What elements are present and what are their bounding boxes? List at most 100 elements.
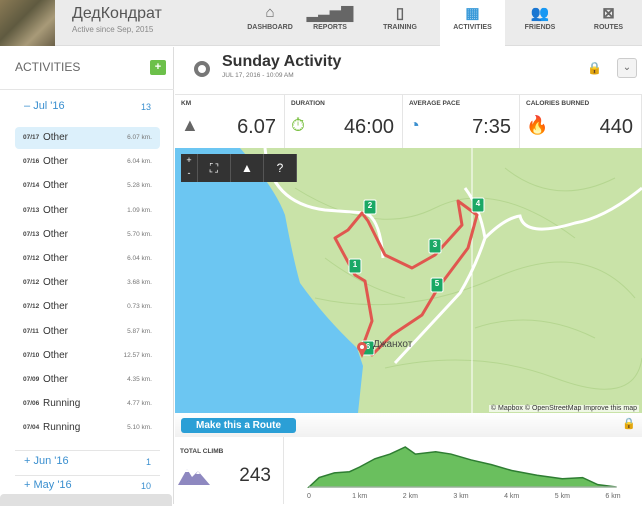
km-marker-label: 6 xyxy=(366,342,371,351)
nav-tab-friends[interactable]: 👥 FRIENDS xyxy=(505,0,575,46)
activity-list-item[interactable]: 07/12 Other 0.73 km. xyxy=(15,296,160,318)
road-icon: ▲ xyxy=(181,115,199,135)
activity-distance: 12.57 km. xyxy=(123,351,152,359)
activity-list-item[interactable]: 07/13 Other 1.09 km. xyxy=(15,200,160,222)
fullscreen-icon[interactable]: ⛶ xyxy=(198,154,231,182)
x-tick-label: 1 km xyxy=(352,493,367,500)
stat-value: 7:35 xyxy=(472,116,511,138)
stat-average-pace: AVERAGE PACE ◔ 7:35 xyxy=(403,95,520,148)
km-marker-label: 5 xyxy=(435,279,440,288)
activity-date: 07/09 xyxy=(23,376,40,383)
activity-title[interactable]: Sunday Activity xyxy=(222,53,342,70)
friends-icon: 👥 xyxy=(530,5,550,22)
month-label: May '16 xyxy=(33,479,72,491)
activity-distance: 6.07 km. xyxy=(127,134,152,141)
activity-list-item[interactable]: 07/11 Other 5.87 km. xyxy=(15,321,160,343)
activity-type: Other xyxy=(43,374,69,385)
km-marker-label: 4 xyxy=(476,199,481,208)
nav-tab-label: FRIENDS xyxy=(524,24,556,31)
month-toggle-sign: + xyxy=(24,479,31,491)
activity-distance: 3.68 km. xyxy=(127,279,152,287)
lock-icon[interactable]: 🔒 xyxy=(622,418,636,430)
activity-distance: 6.04 km. xyxy=(127,255,152,262)
total-climb: TOTAL CLIMB 243 xyxy=(175,437,284,504)
activity-list-item[interactable]: 07/10 Other 12.57 km. xyxy=(15,345,160,367)
map[interactable]: 1 2 3 4 5 6 Джанхот + - ⛶ ▲ ? © Mapbox © Open… xyxy=(175,148,642,413)
km-marker-label: 2 xyxy=(368,201,373,210)
km-marker-4[interactable]: 4 xyxy=(471,197,485,213)
x-tick-label: 2 km xyxy=(403,493,418,500)
x-tick-label: 0 xyxy=(307,493,311,500)
nav-tab-routes[interactable]: ⊠ ROUTES xyxy=(575,0,642,46)
sidebar-title: ACTIVITIES xyxy=(15,60,81,74)
km-marker-1[interactable]: 1 xyxy=(348,258,362,274)
zoom-in-button[interactable]: + xyxy=(186,155,192,165)
nav-tab-activities[interactable]: ▦ ACTIVITIES xyxy=(440,0,505,47)
activity-list-item[interactable]: 07/16 Other 6.04 km. xyxy=(15,151,160,173)
month-toggle[interactable]: + Jun '16 xyxy=(24,455,69,467)
activity-distance: 4.35 km. xyxy=(127,376,152,383)
stat-label: AVERAGE PACE xyxy=(409,100,461,107)
activity-distance: 5.87 km. xyxy=(127,327,152,335)
activity-date: 07/13 xyxy=(23,230,40,238)
divider xyxy=(0,89,174,90)
nav-tab-training[interactable]: ▯ TRAINING xyxy=(360,0,440,46)
clipboard-icon: ▯ xyxy=(395,5,405,22)
lock-icon[interactable]: 🔒 xyxy=(587,61,602,75)
activity-date: 07/10 xyxy=(23,351,40,359)
stat-value: 6.07 xyxy=(237,116,276,138)
activity-type: Other xyxy=(43,253,69,264)
activity-list-item[interactable]: 07/12 Other 3.68 km. xyxy=(15,272,160,294)
route-bar: Make this a Route 🔒 xyxy=(175,413,642,437)
activity-list-item[interactable]: 07/14 Other 5.28 km. xyxy=(15,175,160,197)
month-count: 10 xyxy=(140,481,151,491)
nav-tab-label: TRAINING xyxy=(383,24,417,31)
sea xyxy=(175,148,363,413)
month-toggle-sign: + xyxy=(24,455,31,467)
x-tick-label: 5 km xyxy=(555,493,570,500)
divider xyxy=(15,475,160,476)
activity-type-icon xyxy=(194,61,210,77)
zoom-out-button[interactable]: - xyxy=(187,168,191,178)
activity-list-item[interactable]: 07/12 Other 6.04 km. xyxy=(15,248,160,270)
activity-type: Other xyxy=(43,180,69,192)
map-attribution[interactable]: © Mapbox © OpenStreetMap Improve this ma… xyxy=(488,405,639,412)
make-route-button[interactable]: Make this a Route xyxy=(181,418,296,433)
activity-list-item[interactable]: 07/13 Other 5.70 km. xyxy=(15,224,160,246)
activity-distance: 0.73 km. xyxy=(127,303,152,311)
help-icon[interactable]: ? xyxy=(264,154,297,182)
add-activity-button[interactable]: + xyxy=(150,60,166,75)
km-marker-2[interactable]: 2 xyxy=(363,199,377,215)
flame-icon: 🔥 xyxy=(526,115,549,135)
activity-list-item[interactable]: 07/04 Running 5.10 km. xyxy=(15,417,160,439)
activity-type: Other xyxy=(43,325,69,337)
terrain-icon[interactable]: ▲ xyxy=(231,154,264,182)
km-marker-3[interactable]: 3 xyxy=(428,238,442,254)
activity-list-item[interactable]: 07/17 Other 6.07 km. xyxy=(15,127,160,149)
activity-distance: 5.28 km. xyxy=(127,182,152,190)
options-dropdown-button[interactable]: ⌄ xyxy=(617,58,637,78)
activity-date: 07/12 xyxy=(23,279,40,287)
activity-date: 07/13 xyxy=(23,206,40,214)
stats-row: KM ▲ 6.07 DURATION ⏱ 46:00 AVERAGE PACE ◔ 7:35 CA… xyxy=(175,95,642,148)
activity-list-item[interactable]: 07/09 Other 4.35 km. xyxy=(15,369,160,391)
stat-label: KM xyxy=(181,100,192,107)
activity-list-item[interactable]: 07/06 Running 4.77 km. xyxy=(15,393,160,415)
avatar[interactable] xyxy=(0,0,55,46)
x-tick-label: 6 km xyxy=(605,493,620,500)
activity-distance: 5.10 km. xyxy=(127,424,152,432)
climb-value: 243 xyxy=(239,465,271,486)
month-toggle[interactable]: – Jul '16 xyxy=(24,100,65,112)
header: ДедКондрат Active since Sep, 2015 ⌂ DASHB… xyxy=(0,0,642,47)
month-toggle[interactable]: + May '16 xyxy=(24,479,72,491)
user-name[interactable]: ДедКондрат xyxy=(72,5,162,22)
stat-value: 440 xyxy=(599,116,633,138)
home-icon: ⌂ xyxy=(265,4,275,21)
activity-type: Other xyxy=(43,301,69,313)
sidebar: ACTIVITIES + – Jul '16 13 07/17 Other 6.07 k… xyxy=(0,47,174,506)
start-pin-icon[interactable] xyxy=(357,342,367,358)
speedometer-icon: ◔ xyxy=(409,115,420,135)
km-marker-5[interactable]: 5 xyxy=(430,277,444,293)
nav-tab-dashboard[interactable]: ⌂ DASHBOARD xyxy=(240,0,300,46)
nav-tab-reports[interactable]: ▂▃▅▇ REPORTS xyxy=(300,0,360,46)
